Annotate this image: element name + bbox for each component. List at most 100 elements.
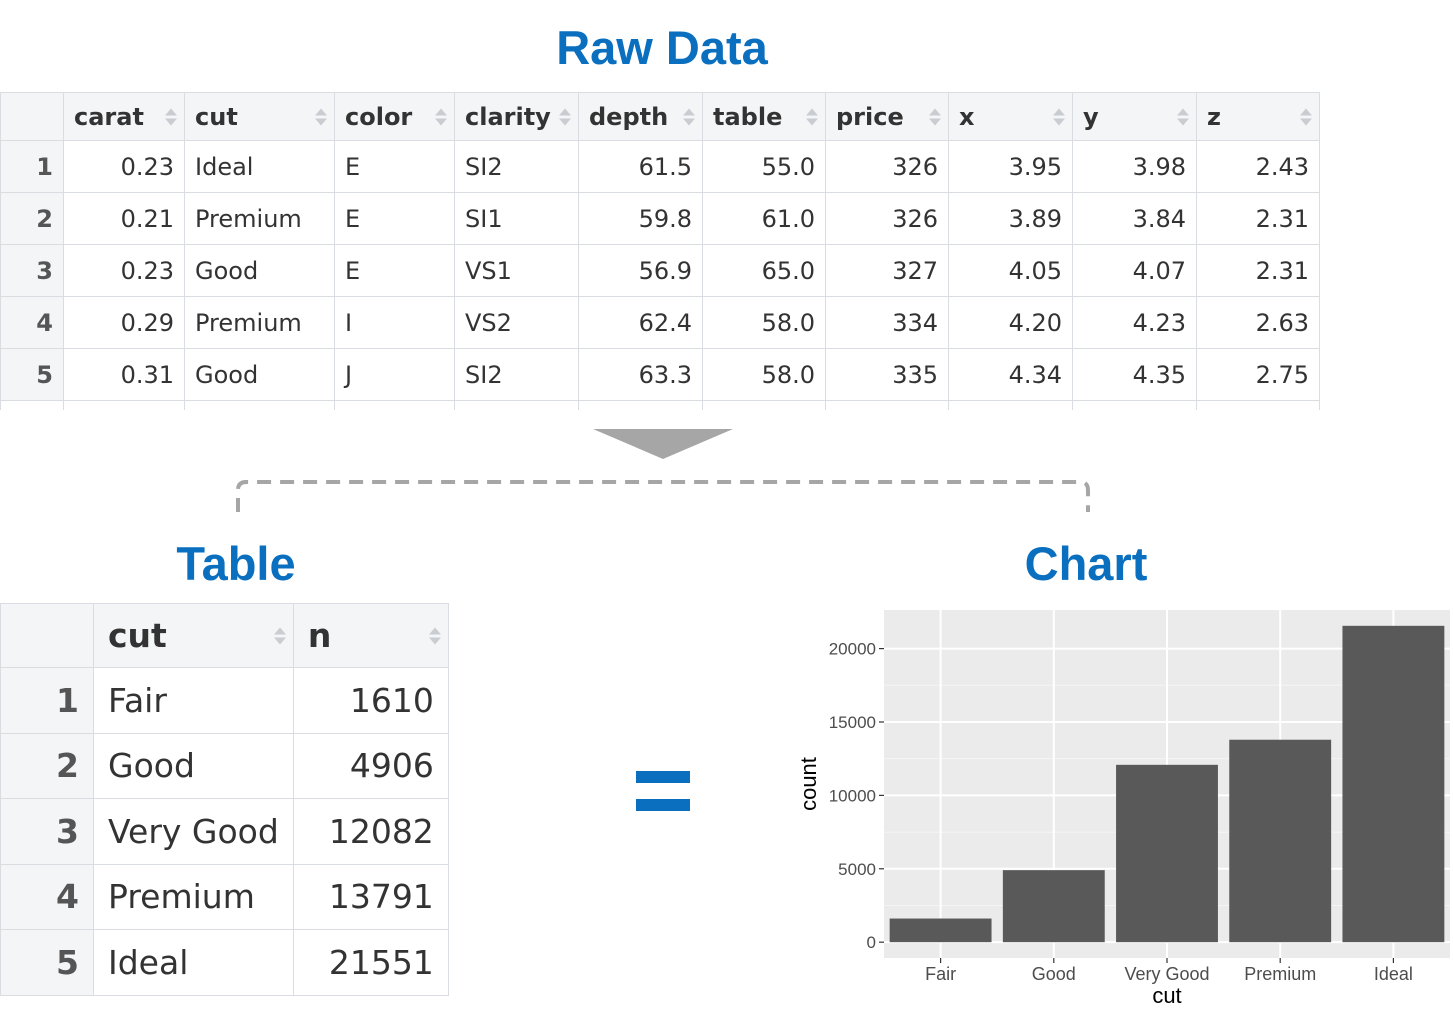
table-cell: 12082	[292, 798, 449, 865]
table-cell: 4.20	[948, 296, 1073, 349]
table-cell: 55.0	[702, 140, 826, 193]
column-header-clarity[interactable]: clarity	[454, 92, 579, 141]
sort-icon[interactable]	[806, 108, 818, 125]
raw-data-title: Raw Data	[556, 21, 768, 74]
table-cell: 4.05	[948, 244, 1073, 297]
table-cell: 59.8	[578, 192, 703, 245]
column-header-table[interactable]: table	[702, 92, 826, 141]
table-cell: Good	[184, 348, 335, 401]
table-cell: 3.84	[1072, 192, 1197, 245]
split-bracket	[236, 480, 1090, 512]
column-header-x[interactable]: x	[948, 92, 1073, 141]
table-cell: 1610	[292, 667, 449, 734]
column-header-label: color	[345, 102, 413, 131]
table-cell: 2.43	[1196, 140, 1320, 193]
axes: 0 5000 10000 15000 20000 Fair Good Very Good Pre…	[829, 640, 1413, 984]
column-header-label: depth	[589, 102, 669, 131]
column-header-y[interactable]: y	[1072, 92, 1197, 141]
table-cell: 2.31	[1196, 244, 1320, 297]
table-cell: VS2	[454, 296, 579, 349]
table-cell: Good	[93, 732, 294, 799]
table-cell: 334	[825, 296, 949, 349]
table-row: 4 Premium 13791	[0, 863, 449, 930]
column-header-price[interactable]: price	[825, 92, 949, 141]
raw-data-header-row: carat cut color clarity depth table pric…	[0, 92, 1320, 141]
sort-icon[interactable]	[1177, 108, 1189, 125]
table-row: 4 0.29 Premium I VS2 62.4 58.0 334 4.20 …	[0, 296, 1320, 349]
sort-icon[interactable]	[683, 108, 695, 125]
sort-icon[interactable]	[1300, 108, 1312, 125]
down-arrow-icon	[593, 429, 733, 459]
column-header-label: y	[1083, 102, 1099, 131]
bar-very-good	[1116, 764, 1218, 943]
row-number: 4	[0, 863, 94, 930]
sort-icon[interactable]	[315, 108, 327, 125]
sort-icon[interactable]	[273, 627, 286, 644]
row-number: 2	[0, 192, 64, 245]
table-cell: 335	[825, 348, 949, 401]
chart-title: Chart	[1024, 537, 1148, 590]
table-cell: 4.35	[1072, 348, 1197, 401]
x-tick-label: Very Good	[1124, 964, 1209, 984]
table-row: 1 Fair 1610	[0, 667, 449, 734]
bar-ideal	[1342, 625, 1445, 943]
column-header-z[interactable]: z	[1196, 92, 1320, 141]
column-header-label: cut	[108, 616, 167, 655]
row-number: 1	[0, 140, 64, 193]
column-header-label: clarity	[465, 102, 551, 131]
table-cell: 58.0	[702, 348, 826, 401]
column-header-carat[interactable]: carat	[63, 92, 185, 141]
table-cell: 0.31	[63, 348, 185, 401]
row-number: 5	[0, 929, 94, 996]
table-cell: E	[334, 140, 455, 193]
table-cell: 3.95	[948, 140, 1073, 193]
table-title: Table	[176, 537, 296, 590]
table-cell: 4.34	[948, 348, 1073, 401]
sort-icon[interactable]	[559, 108, 571, 125]
sort-icon[interactable]	[435, 108, 447, 125]
table-cell: Premium	[93, 863, 294, 930]
table-cell: 2.75	[1196, 348, 1320, 401]
column-header-color[interactable]: color	[334, 92, 455, 141]
sort-icon[interactable]	[929, 108, 941, 125]
table-row: 5 Ideal 21551	[0, 929, 449, 996]
table-cell: Good	[184, 244, 335, 297]
table-cell: E	[334, 192, 455, 245]
table-cell: 63.3	[578, 348, 703, 401]
sort-icon[interactable]	[428, 627, 441, 644]
column-header-cut[interactable]: cut	[184, 92, 335, 141]
table-cell: Fair	[93, 667, 294, 734]
x-axis-label: cut	[1152, 983, 1181, 1008]
column-header-label: carat	[74, 102, 144, 131]
y-tick-label: 5000	[838, 860, 876, 879]
table-cell: 326	[825, 140, 949, 193]
table-cell: 327	[825, 244, 949, 297]
table-cell: Premium	[184, 296, 335, 349]
column-header-label: cut	[195, 102, 238, 131]
column-header-label: table	[713, 102, 783, 131]
summary-header-row: cut n	[0, 603, 449, 668]
table-cell: 62.4	[578, 296, 703, 349]
column-header-n[interactable]: n	[292, 603, 449, 668]
table-cell: 13791	[292, 863, 449, 930]
row-number-header	[0, 92, 64, 141]
table-row: 3 Very Good 12082	[0, 798, 449, 865]
sort-icon[interactable]	[165, 108, 177, 125]
x-tick-label: Good	[1032, 964, 1076, 984]
table-cell: 0.23	[63, 140, 185, 193]
column-header-label: price	[836, 102, 904, 131]
column-header-label: x	[959, 102, 975, 131]
column-header-cut[interactable]: cut	[93, 603, 294, 668]
table-cell: 0.23	[63, 244, 185, 297]
bar-good	[1002, 870, 1105, 943]
bars	[889, 625, 1445, 943]
raw-data-table: carat cut color clarity depth table pric…	[0, 92, 1320, 410]
column-header-depth[interactable]: depth	[578, 92, 703, 141]
table-cell: 3.89	[948, 192, 1073, 245]
sort-icon[interactable]	[1053, 108, 1065, 125]
table-cell: 65.0	[702, 244, 826, 297]
table-cell: E	[334, 244, 455, 297]
table-row: 5 0.31 Good J SI2 63.3 58.0 335 4.34 4.3…	[0, 348, 1320, 401]
row-number: 2	[0, 732, 94, 799]
table-cell: 4.23	[1072, 296, 1197, 349]
